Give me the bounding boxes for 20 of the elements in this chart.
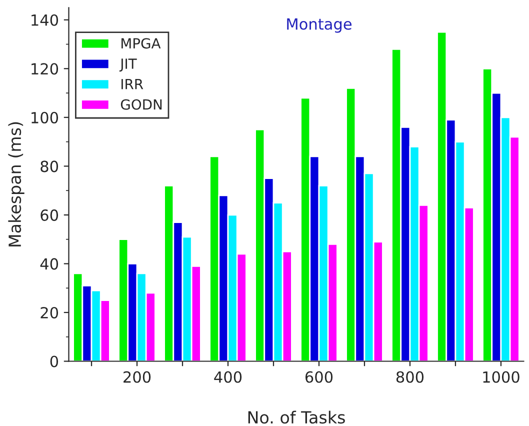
y-axis-title: Makespan (ms) — [8, 122, 24, 246]
y-tick-label: 40 — [40, 258, 58, 270]
x-tick-label: 400 — [214, 371, 242, 383]
x-tick-label: 1000 — [483, 371, 520, 383]
legend-label: IRR — [122, 79, 144, 90]
x-axis-title: No. of Tasks — [248, 410, 345, 424]
y-tick-label: 100 — [32, 112, 58, 124]
legend-label: JIT — [119, 58, 137, 72]
y-tick-label: 60 — [40, 209, 58, 221]
x-tick-label: 600 — [305, 371, 333, 383]
legend-label: MPGA — [122, 38, 161, 49]
legend-label: GODN — [120, 99, 162, 110]
y-tick-label: 0 — [50, 356, 58, 368]
x-tick-label: 800 — [396, 371, 424, 383]
y-tick-label: 20 — [40, 306, 58, 318]
y-tick-label: 120 — [32, 63, 58, 75]
x-tick-label: 200 — [124, 371, 151, 383]
y-tick-label: 140 — [32, 14, 58, 26]
text: Montage — [287, 18, 352, 33]
y-tick-label: 80 — [40, 160, 58, 172]
